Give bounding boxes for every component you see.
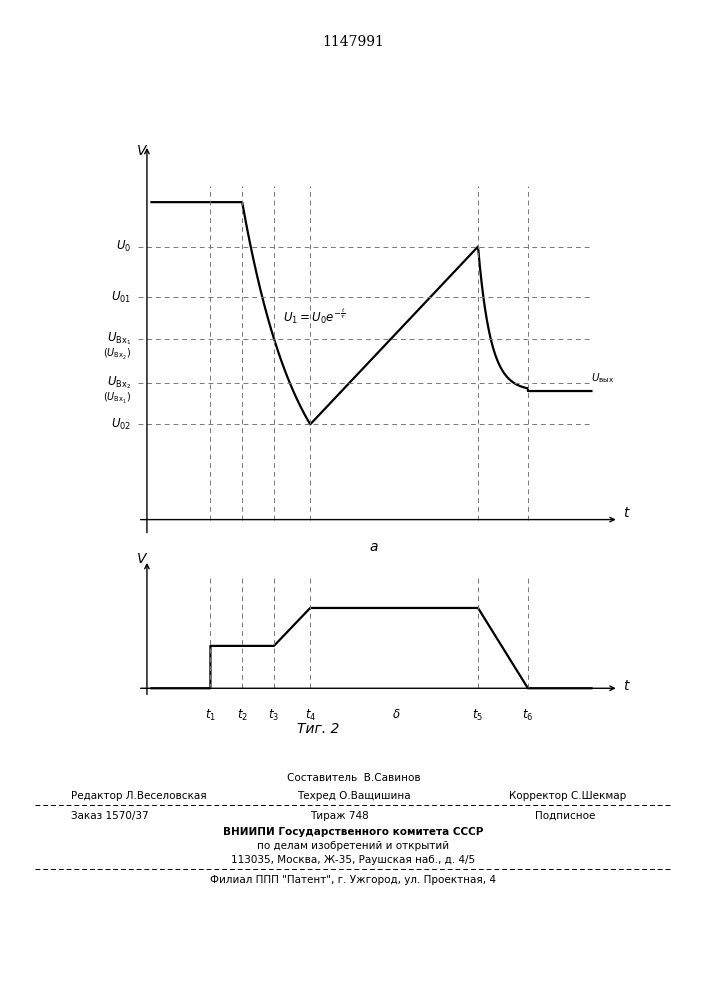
Text: по делам изобретений и открытий: по делам изобретений и открытий	[257, 841, 450, 851]
Text: $U_{\rm Bx_1}$: $U_{\rm Bx_1}$	[107, 330, 131, 347]
Text: $V$: $V$	[136, 144, 148, 158]
Text: $U_1 = U_0 e^{-\frac{t}{\tau}}$: $U_1 = U_0 e^{-\frac{t}{\tau}}$	[283, 307, 346, 326]
Text: Корректор С.Шекмар: Корректор С.Шекмар	[509, 791, 626, 801]
Text: Составитель  В.Савинов: Составитель В.Савинов	[286, 773, 421, 783]
Text: $a$: $a$	[369, 540, 378, 554]
Text: $t_5$: $t_5$	[472, 708, 484, 723]
Text: Тираж 748: Тираж 748	[310, 811, 369, 821]
Text: $(U_{\rm Bx_2})$: $(U_{\rm Bx_2})$	[103, 347, 131, 362]
Text: $U_{01}$: $U_{01}$	[111, 290, 131, 305]
Text: ВНИИПИ Государственного комитета СССР: ВНИИПИ Государственного комитета СССР	[223, 827, 484, 837]
Text: $t_1$: $t_1$	[205, 708, 216, 723]
Text: $t_3$: $t_3$	[269, 708, 279, 723]
Text: $t_6$: $t_6$	[522, 708, 534, 723]
Text: $U_0$: $U_0$	[116, 239, 131, 254]
Text: Редактор Л.Веселовская: Редактор Л.Веселовская	[71, 791, 206, 801]
Text: Τиг. 2: Τиг. 2	[297, 722, 339, 736]
Text: $t_4$: $t_4$	[305, 708, 316, 723]
Text: $t_2$: $t_2$	[237, 708, 247, 723]
Text: 1147991: 1147991	[322, 35, 385, 49]
Text: $V$: $V$	[136, 552, 148, 566]
Text: Филиал ППП "Патент", г. Ужгород, ул. Проектная, 4: Филиал ППП "Патент", г. Ужгород, ул. Про…	[211, 875, 496, 885]
Text: $U_{\rm вых}$: $U_{\rm вых}$	[592, 371, 615, 385]
Text: $U_{\rm Bx_2}$: $U_{\rm Bx_2}$	[107, 375, 131, 391]
Text: $\delta$: $\delta$	[392, 708, 401, 721]
Text: $t$: $t$	[623, 679, 631, 693]
Text: Заказ 1570/37: Заказ 1570/37	[71, 811, 148, 821]
Text: 113035, Москва, Ж-35, Раушская наб., д. 4/5: 113035, Москва, Ж-35, Раушская наб., д. …	[231, 855, 476, 865]
Text: $t$: $t$	[623, 506, 631, 520]
Text: Техред О.Ващишина: Техред О.Ващишина	[297, 791, 411, 801]
Text: $(U_{\rm Bx_1})$: $(U_{\rm Bx_1})$	[103, 391, 131, 406]
Text: $U_{02}$: $U_{02}$	[111, 417, 131, 432]
Text: Подписное: Подписное	[535, 811, 596, 821]
